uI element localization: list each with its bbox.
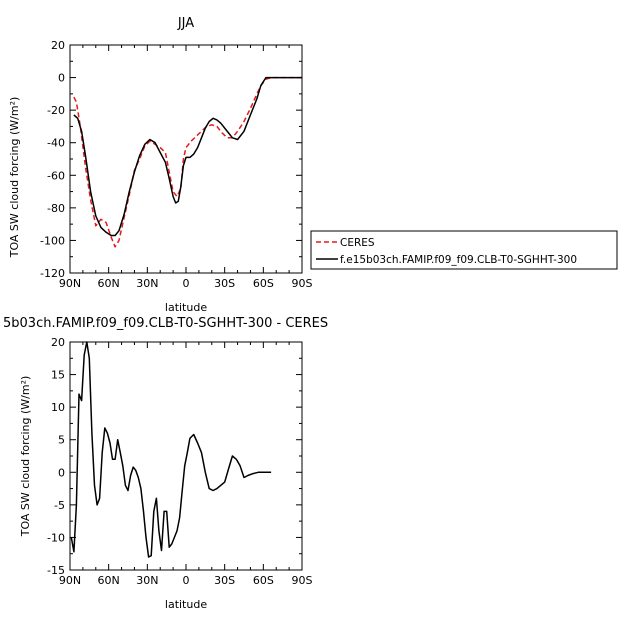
bottom-chart-xlabel: latitude	[165, 598, 207, 611]
top-chart-xtick-label: 90N	[59, 277, 81, 290]
bottom-chart-ytick-label: -5	[54, 499, 65, 512]
top-chart-xlabel: latitude	[165, 301, 207, 314]
legend-box	[310, 230, 618, 270]
bottom-chart-xtick-label: 60N	[98, 574, 120, 587]
top-chart-series-ceres-line	[73, 76, 302, 248]
top-chart-ytick-label: -20	[47, 104, 65, 117]
bottom-chart-xtick-label: 30S	[214, 574, 235, 587]
bottom-chart-series-model-line	[70, 341, 272, 558]
top-chart-xtick-label: 60S	[253, 277, 274, 290]
legend-ceres-label: CERES	[340, 237, 375, 249]
top-chart-title: JJA	[177, 16, 194, 31]
top-chart-ytick-label: 0	[58, 72, 65, 85]
top-chart-ylabel: TOA SW cloud forcing (W/m²)	[8, 97, 21, 259]
top-chart-plot: 90N 60N 30N 0 30S 60S 90S 20 0 -20 -40 -60 -80 -100 -1…	[40, 39, 312, 290]
bottom-chart-xtick-label: 30N	[136, 574, 158, 587]
bottom-chart-xtick-label: 60S	[253, 574, 274, 587]
bottom-chart-xtick-label: 0	[183, 574, 190, 587]
top-chart-ytick-label: 20	[51, 39, 65, 52]
legend-model-label: f.e15b03ch.FAMIP.f09_f09.CLB-T0-SGHHT-30…	[340, 254, 577, 266]
bottom-chart-ytick-label: -10	[47, 531, 65, 544]
top-chart-xtick-label: 30S	[214, 277, 235, 290]
top-chart-series-model-line	[73, 76, 302, 237]
bottom-chart-xtick-label: 90N	[59, 574, 81, 587]
top-chart-xtick-label: 30N	[136, 277, 158, 290]
bottom-chart-xtick-label: 90S	[292, 574, 313, 587]
top-chart-ytick-label: -100	[40, 234, 65, 247]
top-chart-ytick-label: -80	[47, 202, 65, 215]
bottom-chart-ytick-label: 10	[51, 401, 65, 414]
top-chart-ytick-label: -120	[40, 267, 65, 280]
top-chart-xtick-label: 0	[183, 277, 190, 290]
top-chart-xtick-label: 60N	[98, 277, 120, 290]
bottom-chart-title: 5b03ch.FAMIP.f09_f09.CLB-T0-SGHHT-300 - …	[3, 316, 328, 331]
legend: CERES f.e15b03ch.FAMIP.f09_f09.CLB-T0-SG…	[310, 230, 618, 270]
top-chart-xtick-label: 90S	[292, 277, 313, 290]
bottom-chart-ytick-label: 0	[58, 466, 65, 479]
bottom-chart-ytick-label: 5	[58, 434, 65, 447]
bottom-chart-plot: 90N 60N 30N 0 30S 60S 90S 20 15 10 5 0 -5 -10 -15	[47, 336, 312, 587]
bottom-chart-ylabel: TOA SW cloud forcing (W/m²)	[19, 376, 32, 538]
top-chart-ytick-label: -40	[47, 137, 65, 150]
bottom-chart-ytick-label: 20	[51, 336, 65, 349]
top-chart-ytick-label: -60	[47, 169, 65, 182]
bottom-chart-ytick-label: -15	[47, 564, 65, 577]
bottom-chart-ytick-label: 15	[51, 369, 65, 382]
